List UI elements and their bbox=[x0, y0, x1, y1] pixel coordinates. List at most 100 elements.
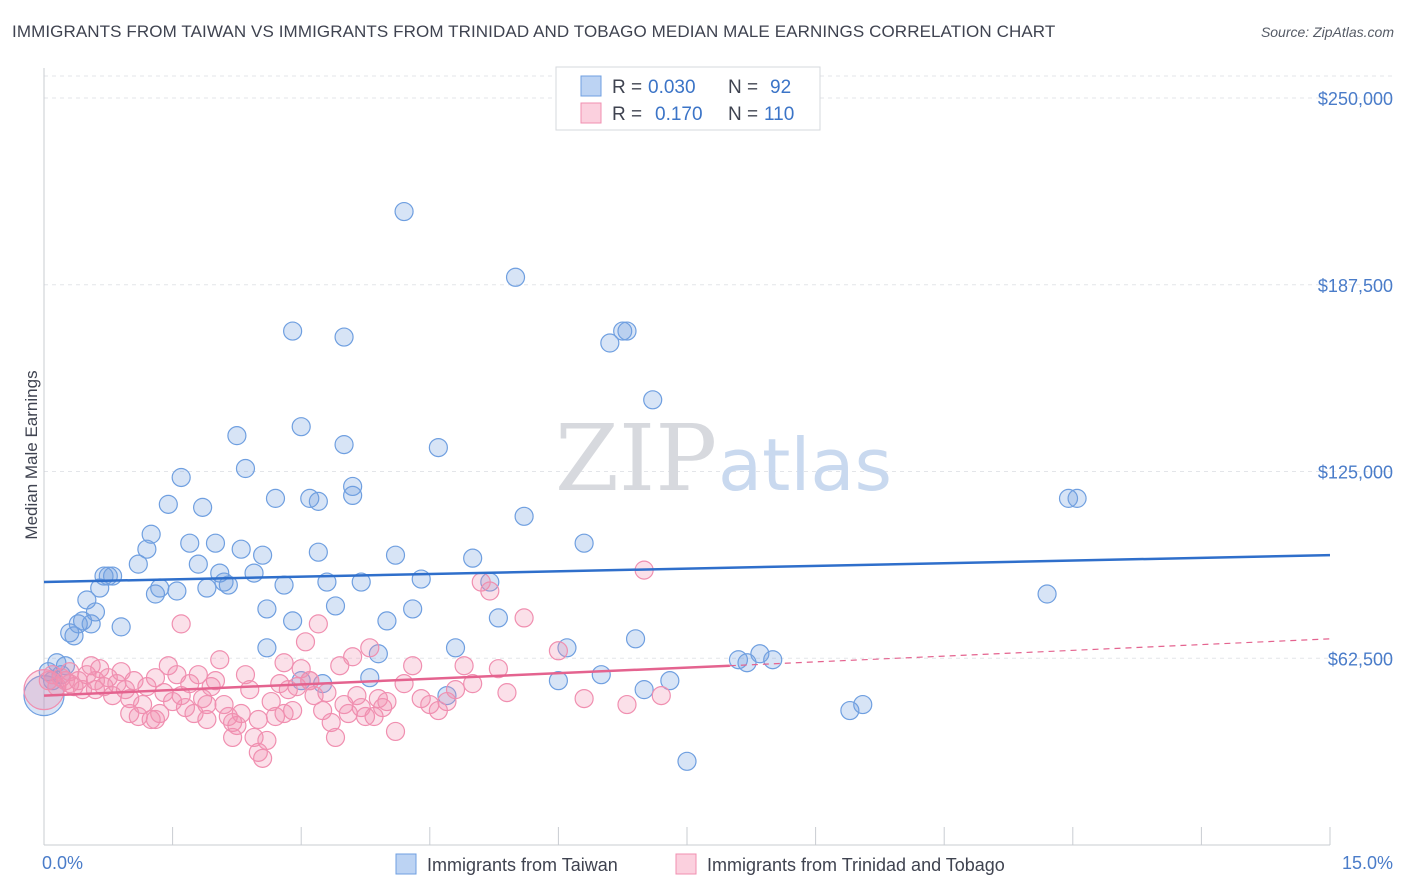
point-taiwan bbox=[574, 533, 594, 553]
point-taiwan bbox=[1067, 488, 1087, 508]
point-taiwan bbox=[274, 575, 294, 595]
point-taiwan bbox=[617, 321, 637, 341]
y-tick-labels: $62,500 $125,000 $187,500 $250,000 bbox=[1318, 89, 1393, 669]
point-taiwan bbox=[463, 548, 483, 568]
point-taiwan bbox=[171, 467, 191, 488]
point-trinidad bbox=[463, 674, 483, 694]
point-trinidad bbox=[120, 703, 140, 724]
point-taiwan bbox=[167, 581, 187, 601]
point-taiwan bbox=[334, 435, 354, 455]
point-trinidad bbox=[360, 638, 380, 658]
point-taiwan bbox=[643, 390, 663, 410]
point-taiwan bbox=[128, 554, 148, 574]
point-taiwan bbox=[81, 614, 101, 634]
legend-r-label-taiwan: R = bbox=[612, 77, 642, 98]
point-taiwan bbox=[193, 497, 213, 517]
point-taiwan bbox=[227, 426, 247, 446]
point-trinidad bbox=[308, 614, 328, 634]
point-trinidad bbox=[651, 685, 671, 706]
axes bbox=[43, 68, 1331, 846]
point-taiwan bbox=[343, 476, 363, 497]
legend-n-value-taiwan: 92 bbox=[770, 77, 791, 98]
legend-n-label-trinidad: N = bbox=[728, 104, 758, 125]
point-trinidad bbox=[257, 730, 277, 751]
point-taiwan bbox=[403, 599, 423, 619]
point-taiwan bbox=[102, 566, 123, 586]
point-trinidad bbox=[171, 685, 191, 706]
point-taiwan bbox=[291, 417, 311, 437]
bottom-legend-label-taiwan: Immigrants from Taiwan bbox=[427, 855, 618, 875]
point-taiwan bbox=[1037, 584, 1057, 604]
x-tick-labels: 0.0% 15.0% bbox=[42, 853, 1393, 873]
point-trinidad bbox=[214, 694, 234, 715]
point-trinidad bbox=[85, 680, 106, 700]
point-taiwan bbox=[253, 545, 273, 565]
point-trinidad bbox=[60, 674, 80, 694]
point-taiwan bbox=[763, 650, 783, 670]
point-trinidad bbox=[188, 665, 208, 685]
point-trinidad bbox=[548, 641, 569, 661]
point-taiwan bbox=[360, 668, 380, 688]
point-taiwan bbox=[137, 539, 157, 559]
point-taiwan bbox=[660, 671, 680, 691]
legend-r-value-trinidad: 0.170 bbox=[655, 104, 703, 125]
point-trinidad bbox=[261, 691, 281, 712]
point-taiwan bbox=[197, 578, 217, 598]
point-taiwan bbox=[85, 602, 106, 622]
point-taiwan bbox=[548, 671, 569, 691]
y-tick-label: $62,500 bbox=[1328, 649, 1393, 669]
point-taiwan bbox=[283, 321, 303, 341]
point-taiwan bbox=[205, 533, 226, 553]
point-taiwan bbox=[634, 680, 654, 700]
watermark-zip: ZIP bbox=[555, 405, 717, 512]
watermark-atlas: atlas bbox=[718, 423, 892, 507]
point-taiwan bbox=[613, 321, 633, 341]
bottom-legend-label-trinidad: Immigrants from Trinidad and Tobago bbox=[707, 855, 1005, 875]
point-trinidad bbox=[223, 727, 243, 748]
point-taiwan bbox=[257, 638, 277, 658]
source-credit: Source: ZipAtlas.com bbox=[1260, 24, 1394, 40]
point-taiwan bbox=[514, 506, 534, 526]
point-taiwan bbox=[600, 333, 620, 353]
point-trinidad bbox=[197, 709, 217, 730]
legend-swatch-taiwan bbox=[580, 75, 602, 97]
point-trinidad bbox=[248, 709, 268, 730]
x-tick-label: 0.0% bbox=[42, 853, 83, 873]
legend-r-label-trinidad: R = bbox=[612, 104, 642, 125]
legend: R = 0.030 N = 92 R = 0.170 N = 110 bbox=[555, 66, 821, 131]
point-taiwan bbox=[244, 563, 264, 583]
point-taiwan bbox=[411, 569, 431, 589]
point-trinidad bbox=[321, 712, 341, 733]
point-taiwan bbox=[257, 599, 277, 619]
point-trinidad bbox=[454, 656, 474, 676]
point-taiwan bbox=[308, 491, 328, 511]
point-trinidad bbox=[223, 712, 243, 733]
watermark: ZIP atlas bbox=[555, 405, 892, 512]
trendline-taiwan bbox=[43, 553, 1331, 584]
point-taiwan bbox=[188, 554, 208, 574]
trendline-trinidad bbox=[43, 664, 730, 697]
point-taiwan bbox=[141, 524, 161, 544]
point-taiwan bbox=[158, 494, 178, 514]
point-taiwan bbox=[445, 638, 466, 658]
point-taiwan bbox=[677, 751, 697, 771]
point-taiwan bbox=[505, 267, 526, 287]
point-trinidad bbox=[197, 694, 217, 715]
point-trinidad bbox=[274, 653, 294, 673]
point-taiwan bbox=[325, 596, 346, 616]
point-trinidad bbox=[145, 668, 166, 688]
point-taiwan bbox=[283, 611, 303, 631]
y-tick-label: $125,000 bbox=[1318, 463, 1393, 483]
point-taiwan bbox=[111, 617, 131, 637]
trendlines bbox=[43, 553, 1331, 697]
point-trinidad bbox=[253, 748, 273, 768]
point-taiwan bbox=[625, 629, 646, 649]
point-taiwan bbox=[180, 533, 200, 553]
legend-swatch-trinidad bbox=[580, 102, 602, 124]
point-taiwan bbox=[385, 545, 406, 565]
point-taiwan bbox=[394, 201, 414, 222]
point-trinidad bbox=[23, 669, 65, 711]
point-trinidad bbox=[445, 680, 466, 700]
point-trinidad bbox=[385, 721, 406, 742]
